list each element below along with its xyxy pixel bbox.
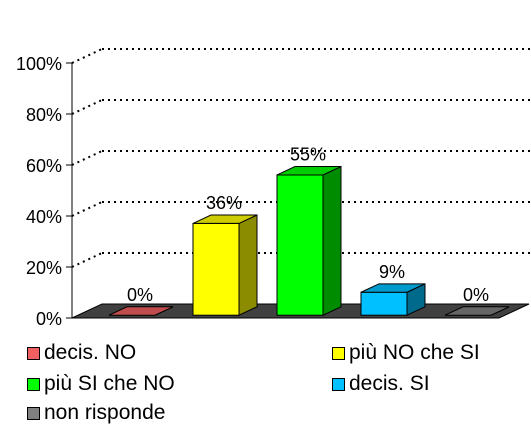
bar-top-decis-no: [108, 306, 174, 316]
gridline-depth: [71, 99, 103, 115]
y-tick-label: 20%: [26, 258, 62, 278]
data-label-decis-no: 0%: [127, 285, 153, 305]
y-tick-label: 0%: [36, 309, 62, 329]
legend-swatch-piu-si-che-no: [27, 377, 40, 391]
gridline-depth: [71, 150, 103, 166]
legend-item-piu-si-che-no: più SI che NO: [27, 372, 175, 396]
bar-chart-3d: 0% 20% 40% 60% 80% 100% 0% 36% 55% 9% 0%: [16, 48, 531, 329]
legend-label-piu-si-che-no: più SI che NO: [44, 372, 175, 395]
gridline-depth: [71, 201, 103, 217]
bar-top-piu-no-che-si: [192, 214, 258, 224]
bar-front-piu-no-che-si: [192, 222, 240, 316]
legend-item-piu-no-che-si: più NO che SI: [332, 341, 480, 365]
gridline-depth: [71, 252, 103, 268]
legend-label-piu-no-che-si: più NO che SI: [349, 341, 480, 364]
legend-label-decis-no: decis. NO: [44, 341, 137, 364]
bar-top-non-risponde: [444, 306, 510, 316]
data-label-non-risponde: 0%: [463, 285, 489, 305]
legend-item-non-risponde: non risponde: [27, 401, 165, 425]
bar-front-decis-si: [360, 291, 408, 316]
bar-top-piu-si-che-no: [276, 166, 342, 176]
y-tick-label: 40%: [26, 207, 62, 227]
y-tick-label: 100%: [16, 54, 62, 74]
data-label-piu-no-che-si: 36%: [206, 193, 242, 213]
gridline-depth: [71, 48, 103, 64]
y-tick-label: 60%: [26, 156, 62, 176]
legend-swatch-piu-no-che-si: [332, 346, 345, 360]
data-label-decis-si: 9%: [379, 262, 405, 282]
legend-item-decis-no: decis. NO: [27, 341, 136, 365]
legend-swatch-decis-si: [332, 377, 345, 391]
y-tick-label: 80%: [26, 105, 62, 125]
legend-item-decis-si: decis. SI: [332, 372, 430, 396]
legend-label-non-risponde: non risponde: [44, 401, 166, 424]
bar-front-piu-si-che-no: [276, 174, 324, 316]
bar-top-decis-si: [360, 283, 426, 293]
legend-swatch-decis-no: [27, 346, 40, 360]
data-label-piu-si-che-no: 55%: [290, 145, 326, 165]
legend-label-decis-si: decis. SI: [349, 372, 430, 395]
legend-swatch-non-risponde: [27, 406, 40, 420]
bar-side-piu-no-che-si: [238, 214, 258, 316]
bar-side-piu-si-che-no: [322, 165, 342, 316]
